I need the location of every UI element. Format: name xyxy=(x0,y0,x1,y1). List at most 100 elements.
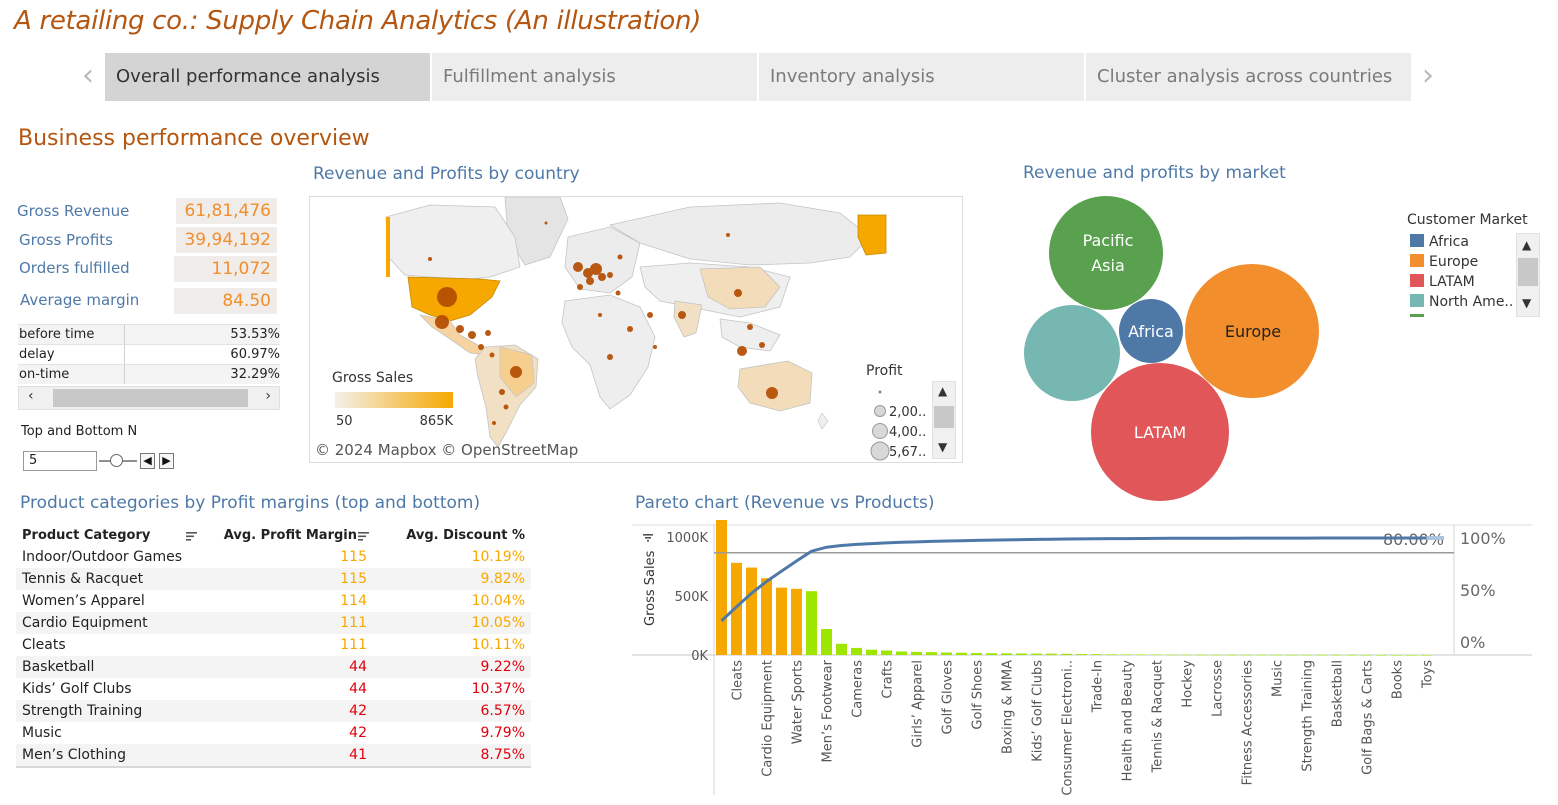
pareto-bar[interactable] xyxy=(1391,654,1402,656)
table-row[interactable]: Cleats 111 10.11% xyxy=(16,634,531,656)
topn-increment-icon[interactable]: ▶ xyxy=(159,453,174,469)
topn-decrement-icon[interactable]: ◀ xyxy=(140,453,155,469)
market-bubble-pacific-asia[interactable] xyxy=(1049,196,1163,310)
pareto-bar[interactable] xyxy=(1346,654,1357,656)
topn-slider-handle[interactable] xyxy=(110,454,123,467)
pareto-bar[interactable] xyxy=(821,629,832,655)
pareto-bar[interactable] xyxy=(1136,654,1147,656)
legend-swatch xyxy=(1410,274,1424,287)
pareto-bar[interactable] xyxy=(1256,654,1267,656)
tabs-next-arrow-icon[interactable]: › xyxy=(1422,58,1434,93)
map-legend-scrollbar[interactable]: ▲ ▼ xyxy=(932,381,956,459)
pareto-bar[interactable] xyxy=(971,652,982,655)
scroll-right-icon[interactable]: › xyxy=(265,388,271,404)
avg-profit-margin: 41 xyxy=(349,747,367,763)
scroll-thumb[interactable] xyxy=(934,406,954,428)
pareto-bar[interactable] xyxy=(1181,654,1192,656)
pareto-bar[interactable] xyxy=(1316,654,1327,656)
tab-overall-performance[interactable]: Overall performance analysis xyxy=(105,53,430,101)
sort-icon[interactable] xyxy=(186,531,197,541)
topn-input[interactable]: 5 xyxy=(23,451,97,471)
table-row[interactable]: Men’s Clothing 41 8.75% xyxy=(16,744,531,766)
scroll-down-icon[interactable]: ▼ xyxy=(938,440,948,454)
column-header[interactable]: Product Category xyxy=(22,526,150,546)
pareto-bar[interactable] xyxy=(1031,653,1042,655)
table-row[interactable]: Cardio Equipment 111 10.05% xyxy=(16,612,531,634)
pareto-bar[interactable] xyxy=(731,562,742,655)
pareto-bar[interactable] xyxy=(1091,654,1102,655)
pareto-bar[interactable] xyxy=(806,591,817,655)
market-bubble-europe[interactable] xyxy=(1185,264,1319,398)
avg-profit-margin: 115 xyxy=(340,571,367,587)
legend-item-europe[interactable]: Europe xyxy=(1410,253,1478,271)
market-bubble-latam[interactable] xyxy=(1091,363,1229,501)
pareto-bar[interactable] xyxy=(1406,654,1417,656)
pareto-bar[interactable] xyxy=(761,578,772,655)
pareto-bar[interactable] xyxy=(1076,654,1087,655)
pareto-bar[interactable] xyxy=(1376,654,1387,656)
table-row[interactable]: Indoor/Outdoor Games 115 10.19% xyxy=(16,546,531,568)
column-header[interactable]: Avg. Profit Margin xyxy=(224,526,357,546)
pareto-bar[interactable] xyxy=(866,649,877,655)
legend-item-africa[interactable]: Africa xyxy=(1410,233,1469,251)
pareto-bar[interactable] xyxy=(1211,654,1222,656)
pareto-bar[interactable] xyxy=(1301,654,1312,656)
pareto-bar[interactable] xyxy=(746,567,757,655)
legend-item-latam[interactable]: LATAM xyxy=(1410,273,1475,291)
delivery-table-scrollbar[interactable]: ‹ › xyxy=(18,386,280,410)
pareto-bar[interactable] xyxy=(1196,654,1207,656)
market-legend-scrollbar[interactable]: ▲ ▼ xyxy=(1516,233,1540,317)
scroll-left-icon[interactable]: ‹ xyxy=(28,388,34,404)
pareto-bar[interactable] xyxy=(1166,654,1177,656)
pareto-bar[interactable] xyxy=(926,652,937,655)
pareto-bar[interactable] xyxy=(896,651,907,655)
table-row[interactable]: Strength Training 42 6.57% xyxy=(16,700,531,722)
tab-cluster[interactable]: Cluster analysis across countries xyxy=(1086,53,1411,101)
table-row[interactable]: Basketball 44 9.22% xyxy=(16,656,531,678)
pareto-bar[interactable] xyxy=(1361,654,1372,656)
scroll-thumb[interactable] xyxy=(1518,258,1538,286)
sort-icon[interactable] xyxy=(358,531,369,541)
pareto-bar[interactable] xyxy=(911,651,922,655)
pareto-bar[interactable] xyxy=(1271,654,1282,656)
pareto-bar[interactable] xyxy=(1046,653,1057,655)
pareto-bar[interactable] xyxy=(791,588,802,655)
pareto-bar[interactable] xyxy=(986,653,997,655)
pareto-bar[interactable] xyxy=(1226,654,1237,656)
tab-inventory[interactable]: Inventory analysis xyxy=(759,53,1084,101)
pareto-bar[interactable] xyxy=(836,643,847,655)
column-header[interactable]: Avg. Discount % xyxy=(406,526,525,546)
market-bubble-north-america[interactable] xyxy=(1024,305,1120,401)
pareto-bar[interactable] xyxy=(956,652,967,655)
pareto-bar[interactable] xyxy=(776,587,787,655)
pareto-bar[interactable] xyxy=(941,652,952,655)
scroll-thumb[interactable] xyxy=(53,389,248,407)
tabs-prev-arrow-icon[interactable]: ‹ xyxy=(82,58,94,93)
scroll-down-icon[interactable]: ▼ xyxy=(1522,296,1532,310)
table-row[interactable]: Tennis & Racquet 115 9.82% xyxy=(16,568,531,590)
tab-fulfillment[interactable]: Fulfillment analysis xyxy=(432,53,757,101)
pareto-bar[interactable] xyxy=(1151,654,1162,656)
scroll-up-icon[interactable]: ▲ xyxy=(1522,238,1532,252)
table-row[interactable]: Kids’ Golf Clubs 44 10.37% xyxy=(16,678,531,700)
pareto-bar[interactable] xyxy=(1421,654,1432,656)
cumulative-line[interactable] xyxy=(720,536,1427,622)
pareto-bar[interactable] xyxy=(881,650,892,655)
pareto-bar[interactable] xyxy=(1331,654,1342,656)
pareto-bar[interactable] xyxy=(1286,654,1297,656)
table-row[interactable]: Music 42 9.79% xyxy=(16,722,531,744)
legend-item-north-america[interactable]: North Ame.. xyxy=(1410,293,1513,311)
pareto-bar[interactable] xyxy=(1016,653,1027,655)
pareto-bar[interactable] xyxy=(1001,653,1012,655)
market-bubble-africa[interactable] xyxy=(1119,299,1183,363)
pareto-bar[interactable] xyxy=(1241,654,1252,656)
scroll-up-icon[interactable]: ▲ xyxy=(938,384,948,398)
pareto-bar[interactable] xyxy=(716,520,727,655)
pareto-bar[interactable] xyxy=(1106,654,1117,655)
filter-icon[interactable] xyxy=(643,534,653,542)
world-map[interactable]: Gross Sales 50 865K © 2024 Mapbox © Open… xyxy=(309,196,963,463)
pareto-bar[interactable] xyxy=(1121,654,1132,656)
pareto-bar[interactable] xyxy=(851,647,862,655)
table-row[interactable]: Women’s Apparel 114 10.04% xyxy=(16,590,531,612)
pareto-bar[interactable] xyxy=(1061,653,1072,655)
